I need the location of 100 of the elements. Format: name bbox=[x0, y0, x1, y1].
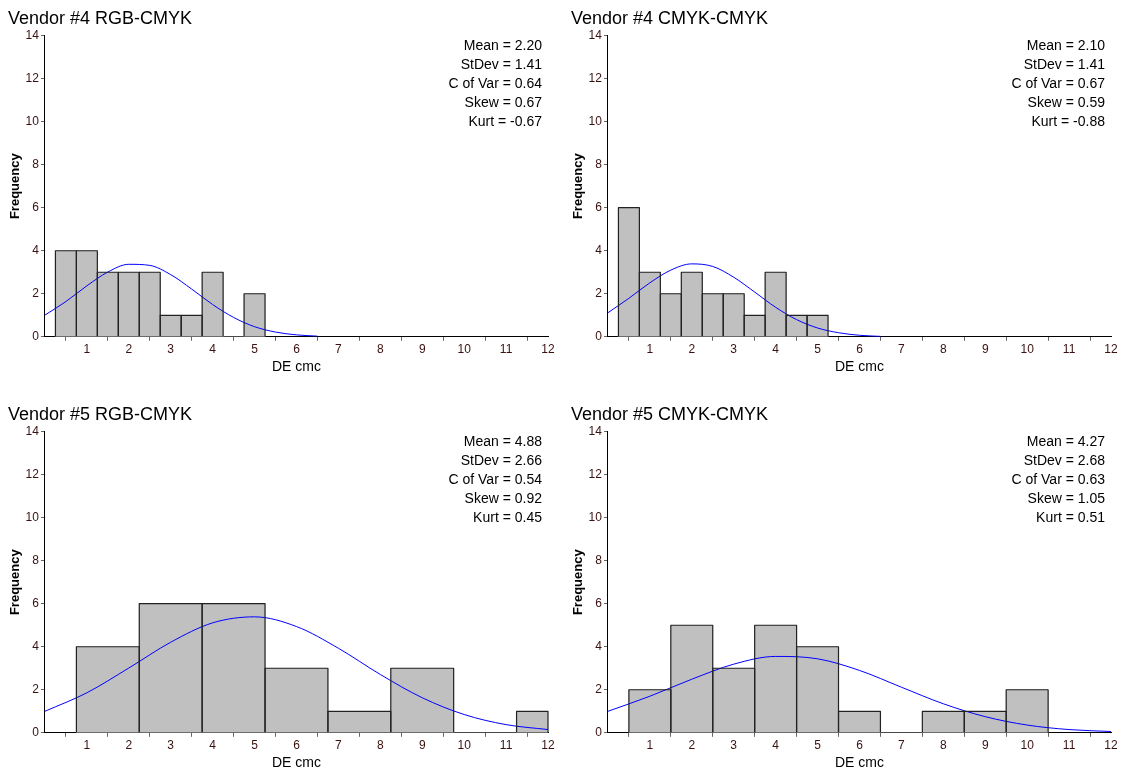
x-tick-label: 3 bbox=[167, 342, 175, 357]
annotation: Skew = 0.59 bbox=[1027, 94, 1106, 111]
line-series bbox=[44, 263, 318, 337]
x-tick-label: 3 bbox=[730, 342, 738, 357]
y-tick-label: 12 bbox=[25, 70, 40, 85]
annotation: Kurt = 0.51 bbox=[1036, 509, 1106, 526]
y-tick-label: 12 bbox=[588, 466, 603, 481]
x-axis-title: DE cmc bbox=[834, 754, 884, 771]
x-tick-label: 10 bbox=[457, 738, 472, 753]
x-tick-label: 7 bbox=[898, 342, 906, 357]
annotation: Kurt = -0.67 bbox=[468, 113, 543, 130]
x-tick-label: 2 bbox=[125, 738, 133, 753]
y-tick-label: 4 bbox=[595, 243, 603, 258]
y-tick-label: 4 bbox=[32, 243, 40, 258]
annotation: Kurt = 0.45 bbox=[473, 509, 543, 526]
x-tick-label: 3 bbox=[730, 738, 738, 753]
y-tick-label: 14 bbox=[588, 423, 603, 438]
y-tick-label: 10 bbox=[588, 113, 603, 128]
chart-title: Vendor #5 CMYK-CMYK bbox=[571, 403, 769, 424]
x-tick-label: 11 bbox=[499, 738, 513, 753]
y-tick-label: 0 bbox=[32, 725, 40, 740]
annotation: Skew = 1.05 bbox=[1027, 490, 1106, 507]
y-axis-title: Frequency bbox=[7, 548, 23, 616]
x-tick-label: 10 bbox=[1020, 342, 1035, 357]
x-tick-label: 12 bbox=[1104, 342, 1118, 357]
x-tick-label: 6 bbox=[856, 342, 864, 357]
y-tick-label: 2 bbox=[595, 286, 603, 301]
annotation: Mean = 2.10 bbox=[1026, 37, 1106, 54]
annotation: StDev = 1.41 bbox=[1023, 56, 1106, 73]
x-tick-label: 4 bbox=[209, 738, 217, 753]
y-tick-label: 10 bbox=[588, 509, 603, 524]
y-tick-label: 10 bbox=[25, 509, 40, 524]
annotation: StDev = 1.41 bbox=[460, 56, 543, 73]
y-tick-label: 0 bbox=[595, 329, 603, 344]
y-tick-label: 8 bbox=[595, 157, 603, 171]
x-tick-label: 10 bbox=[457, 342, 472, 357]
x-tick-label: 6 bbox=[856, 738, 864, 753]
y-tick-label: 6 bbox=[595, 200, 603, 215]
y-tick-label: 8 bbox=[32, 553, 40, 567]
y-tick-label: 12 bbox=[25, 466, 40, 481]
x-tick-label: 10 bbox=[1020, 738, 1035, 753]
y-tick-label: 0 bbox=[32, 329, 40, 344]
x-tick-label: 6 bbox=[293, 342, 301, 357]
x-tick-label: 1 bbox=[83, 342, 91, 357]
x-tick-label: 1 bbox=[646, 342, 654, 357]
x-tick-label: 5 bbox=[251, 738, 259, 753]
y-tick-label: 10 bbox=[25, 113, 40, 128]
annotation: C of Var = 0.64 bbox=[448, 75, 543, 92]
y-tick-label: 14 bbox=[25, 27, 40, 42]
x-tick-label: 7 bbox=[335, 342, 343, 357]
x-tick-label: 5 bbox=[814, 738, 822, 753]
x-tick-label: 11 bbox=[1062, 342, 1076, 357]
x-axis-title: DE cmc bbox=[834, 358, 884, 375]
x-tick-label: 2 bbox=[688, 738, 696, 753]
x-tick-label: 9 bbox=[418, 342, 426, 357]
y-tick-label: 4 bbox=[595, 639, 603, 654]
y-tick-label: 6 bbox=[595, 596, 603, 611]
annotation: C of Var = 0.63 bbox=[1011, 471, 1106, 488]
y-axis-title: Frequency bbox=[7, 152, 23, 220]
x-tick-label: 4 bbox=[209, 342, 217, 357]
chart-title: Vendor #5 RGB-CMYK bbox=[8, 403, 193, 424]
x-tick-label: 11 bbox=[1062, 738, 1076, 753]
chart-title: Vendor #4 RGB-CMYK bbox=[8, 7, 193, 28]
y-tick-label: 2 bbox=[595, 682, 603, 697]
annotation: StDev = 2.66 bbox=[460, 452, 543, 469]
x-tick-label: 8 bbox=[939, 738, 947, 753]
y-tick-label: 8 bbox=[595, 553, 603, 567]
x-tick-label: 8 bbox=[376, 738, 384, 753]
y-tick-label: 0 bbox=[595, 725, 603, 740]
x-tick-label: 1 bbox=[646, 738, 654, 753]
x-tick-label: 12 bbox=[1104, 738, 1118, 753]
y-tick-label: 14 bbox=[588, 27, 603, 42]
annotation: Kurt = -0.88 bbox=[1031, 113, 1106, 130]
annotation: Skew = 0.92 bbox=[464, 490, 543, 507]
y-tick-label: 8 bbox=[32, 157, 40, 171]
x-tick-label: 2 bbox=[125, 342, 133, 357]
x-tick-label: 5 bbox=[251, 342, 259, 357]
y-tick-label: 12 bbox=[588, 70, 603, 85]
x-tick-label: 12 bbox=[541, 342, 555, 357]
x-tick-label: 4 bbox=[772, 342, 780, 357]
x-tick-label: 2 bbox=[688, 342, 696, 357]
annotation: Mean = 4.88 bbox=[463, 433, 543, 450]
y-tick-label: 4 bbox=[32, 639, 40, 654]
x-axis-title: DE cmc bbox=[271, 358, 321, 375]
annotation: C of Var = 0.54 bbox=[448, 471, 543, 488]
x-tick-label: 9 bbox=[981, 738, 989, 753]
x-tick-label: 4 bbox=[772, 738, 780, 753]
x-tick-label: 8 bbox=[376, 342, 384, 357]
chart-title: Vendor #4 CMYK-CMYK bbox=[571, 7, 769, 28]
y-tick-label: 2 bbox=[32, 682, 40, 697]
annotation: Mean = 4.27 bbox=[1026, 433, 1106, 450]
x-tick-label: 6 bbox=[293, 738, 301, 753]
y-axis-title: Frequency bbox=[570, 548, 586, 616]
x-tick-label: 11 bbox=[499, 342, 513, 357]
x-tick-label: 5 bbox=[814, 342, 822, 357]
y-tick-label: 2 bbox=[32, 286, 40, 301]
annotation: Mean = 2.20 bbox=[463, 37, 543, 54]
annotation: Skew = 0.67 bbox=[464, 94, 543, 111]
y-tick-label: 6 bbox=[32, 596, 40, 611]
x-tick-label: 1 bbox=[83, 738, 91, 753]
